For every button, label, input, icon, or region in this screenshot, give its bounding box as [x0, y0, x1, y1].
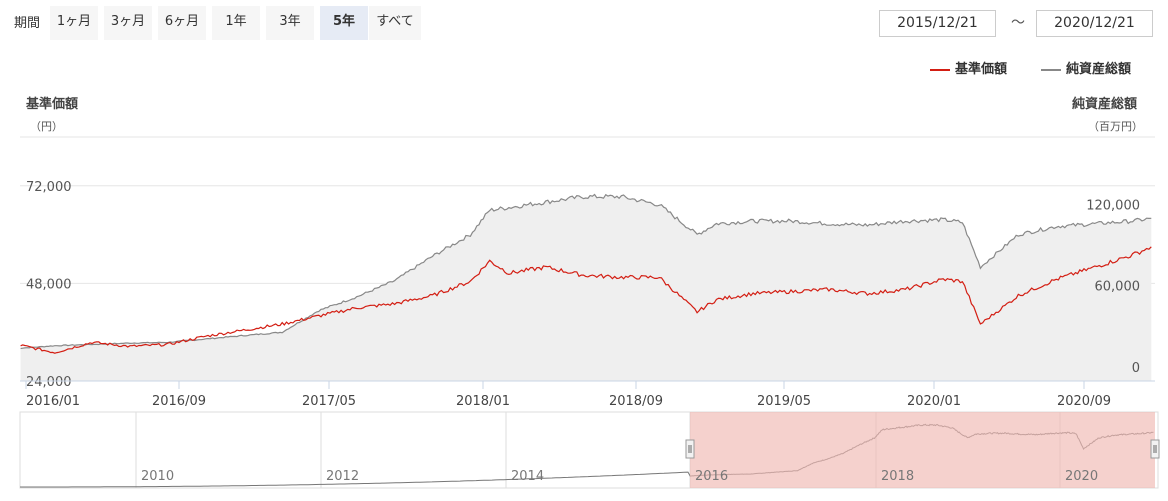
period-button-3[interactable]: 1年 — [212, 6, 260, 40]
navigator-line — [20, 423, 1154, 488]
legend-item-nav[interactable]: 基準価額 — [930, 58, 1007, 77]
right-axis-unit: （百万円） — [1088, 120, 1143, 133]
right-tick-label-1: 60,000 — [1095, 280, 1141, 295]
plot-area — [20, 137, 1155, 381]
legend-label-aum: 純資産総額 — [1066, 62, 1132, 77]
date-to-input[interactable]: 2020/12/21 — [1036, 10, 1153, 37]
right-tick-label-2: 120,000 — [1086, 198, 1140, 213]
left-tick-label-1: 48,000 — [26, 277, 72, 292]
navigator-label-5: 2020 — [1065, 469, 1098, 484]
period-label: 期間 — [14, 16, 41, 31]
right-axis-title: 純資産総額 — [1072, 97, 1138, 112]
date-separator: ～ — [1011, 15, 1025, 31]
left-tick-label-2: 72,000 — [26, 180, 72, 195]
x-tick-label-3: 2018/01 — [456, 394, 510, 409]
x-tick-label-7: 2020/09 — [1057, 394, 1111, 409]
x-tick-label-5: 2019/05 — [757, 394, 811, 409]
navigator-label-1: 2012 — [326, 469, 359, 484]
navigator-selection[interactable] — [690, 412, 1155, 488]
date-from-input[interactable]: 2015/12/21 — [879, 10, 996, 37]
x-tick-label-4: 2018/09 — [609, 394, 663, 409]
navigator-handle-left[interactable] — [685, 439, 695, 459]
navigator-handle-right[interactable] — [1150, 439, 1160, 459]
period-button-2[interactable]: 6ヶ月 — [158, 6, 206, 40]
x-tick-label-2: 2017/05 — [302, 394, 356, 409]
period-button-6[interactable]: すべて — [369, 6, 421, 40]
aum-area — [20, 194, 1152, 381]
right-tick-label-0: 0 — [1132, 361, 1140, 376]
left-axis-title: 基準価額 — [26, 97, 79, 112]
left-axis-unit: （円） — [30, 120, 63, 133]
aum-series-line — [20, 193, 1152, 350]
left-tick-label-0: 24,000 — [26, 375, 72, 390]
navigator-label-0: 2010 — [141, 469, 174, 484]
period-button-4[interactable]: 3年 — [266, 6, 314, 40]
legend-swatch-aum — [1041, 68, 1061, 71]
legend-swatch-nav — [930, 68, 950, 71]
x-tick-label-0: 2016/01 — [26, 394, 80, 409]
navigator-label-3: 2016 — [695, 469, 728, 484]
x-tick-label-6: 2020/01 — [907, 394, 961, 409]
nav-series-line — [20, 246, 1152, 354]
legend-item-aum[interactable]: 純資産総額 — [1041, 58, 1131, 77]
x-tick-label-1: 2016/09 — [152, 394, 206, 409]
period-button-1[interactable]: 3ヶ月 — [104, 6, 152, 40]
navigator-frame — [19, 411, 1159, 489]
navigator-label-4: 2018 — [881, 469, 914, 484]
period-button-5[interactable]: 5年 — [320, 6, 368, 40]
legend-label-nav: 基準価額 — [955, 62, 1008, 77]
period-button-0[interactable]: 1ヶ月 — [50, 6, 98, 40]
navigator-label-2: 2014 — [511, 469, 544, 484]
